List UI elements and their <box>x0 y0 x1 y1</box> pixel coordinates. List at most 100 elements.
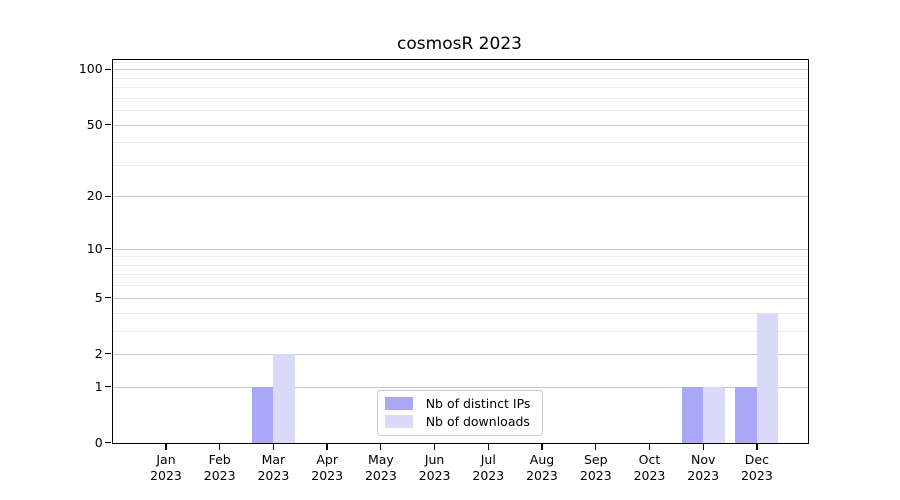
minor-gridline <box>112 77 808 79</box>
x-axis-tick-label: Jul 2023 <box>456 452 520 484</box>
x-tick-month: Jun <box>424 451 445 467</box>
legend-row: Nb of distinct IPs <box>384 395 534 411</box>
minor-gridline <box>112 164 808 166</box>
x-axis-tick <box>326 444 328 451</box>
y-axis-tick-label: 10 <box>86 240 103 256</box>
x-tick-year: 2023 <box>150 467 182 483</box>
chart-title: cosmosR 2023 <box>397 34 522 54</box>
bar-downloads-nov <box>703 386 725 443</box>
major-gridline <box>112 69 808 71</box>
y-axis-tick <box>105 248 112 250</box>
x-axis-tick <box>756 444 758 451</box>
y-axis-tick <box>105 124 112 126</box>
y-axis-tick-label: 0 <box>94 434 103 450</box>
minor-gridline <box>112 256 808 258</box>
x-tick-year: 2023 <box>364 467 397 483</box>
y-axis-tick-label: 20 <box>86 188 103 204</box>
bar-ips-dec <box>735 386 757 443</box>
x-axis-tick-label: Jan 2023 <box>134 452 198 484</box>
y-axis-tick-label: 50 <box>86 116 103 132</box>
x-axis-tick <box>272 444 275 451</box>
y-axis-tick-label: 1 <box>94 378 103 394</box>
x-tick-month: Apr <box>316 451 338 467</box>
x-axis-tick-label: Jun 2023 <box>403 452 467 484</box>
y-axis-tick <box>105 68 112 71</box>
x-tick-month: Jan <box>156 451 176 467</box>
x-tick-year: 2023 <box>687 467 720 483</box>
x-tick-month: Nov <box>690 451 716 467</box>
x-tick-month: Aug <box>529 451 555 467</box>
x-tick-year: 2023 <box>311 467 344 483</box>
y-axis-tick-label: 5 <box>94 289 103 305</box>
x-axis-tick-label: Feb 2023 <box>188 452 252 484</box>
minor-gridline <box>112 264 808 266</box>
x-axis-tick-label: Sep 2023 <box>564 452 628 484</box>
x-tick-year: 2023 <box>526 467 558 483</box>
x-axis-tick-label: Aug 2023 <box>510 452 574 484</box>
y-axis-tick <box>105 297 112 299</box>
x-tick-year: 2023 <box>633 467 666 483</box>
x-tick-month: Oct <box>638 451 661 467</box>
minor-gridline <box>112 97 808 99</box>
x-tick-month: Feb <box>208 451 231 467</box>
x-tick-month: Jul <box>480 451 496 467</box>
minor-gridline <box>112 110 808 112</box>
minor-gridline <box>112 61 808 63</box>
minor-gridline <box>112 285 808 287</box>
major-gridline <box>112 196 808 198</box>
bar-ips-nov <box>681 386 704 443</box>
minor-gridline <box>112 330 808 332</box>
x-axis-tick <box>487 444 489 451</box>
minor-gridline <box>112 87 808 89</box>
legend-label: Nb of downloads <box>425 413 530 429</box>
minor-gridline <box>112 142 808 144</box>
x-tick-month: May <box>367 451 394 467</box>
legend-swatch <box>384 415 413 429</box>
bar-downloads-mar <box>273 353 295 443</box>
x-tick-year: 2023 <box>472 467 505 483</box>
x-tick-year: 2023 <box>418 467 451 483</box>
x-axis-tick <box>702 444 704 451</box>
x-tick-year: 2023 <box>257 467 290 483</box>
x-axis-tick <box>165 444 167 451</box>
x-axis-tick-label: May 2023 <box>349 452 413 484</box>
x-axis-tick-label: Apr 2023 <box>295 452 359 484</box>
major-gridline <box>112 353 808 355</box>
bar-downloads-dec <box>756 312 779 443</box>
x-axis-tick <box>219 444 221 451</box>
y-axis-tick <box>105 195 112 198</box>
x-axis-tick <box>648 444 651 451</box>
x-axis-tick-label: Mar 2023 <box>241 452 305 484</box>
major-gridline <box>112 124 808 126</box>
x-tick-year: 2023 <box>579 467 612 483</box>
legend-swatch <box>384 397 413 411</box>
bar-ips-mar <box>251 386 274 443</box>
major-gridline <box>112 248 808 250</box>
x-axis-tick-label: Oct 2023 <box>617 452 681 484</box>
x-tick-month: Sep <box>584 451 608 467</box>
minor-gridline <box>112 312 808 314</box>
x-tick-month: Mar <box>261 451 286 467</box>
x-axis-tick <box>433 444 436 451</box>
y-axis-tick-label: 2 <box>94 345 103 361</box>
legend-label: Nb of distinct IPs <box>425 395 531 411</box>
plot-area: 0 1 2 5 10 20 50 100 Jan 2023 Feb 2023 Mar 2023 Apr 202… <box>79 58 809 483</box>
x-tick-month: Dec <box>744 451 769 467</box>
y-axis-tick <box>105 385 112 388</box>
y-axis-tick <box>105 442 112 444</box>
legend-row: Nb of downloads <box>384 413 534 429</box>
x-tick-year: 2023 <box>740 467 773 483</box>
minor-gridline <box>112 274 808 276</box>
x-axis-tick <box>595 444 597 451</box>
legend: Nb of distinct IPs Nb of downloads <box>376 389 543 436</box>
major-gridline <box>112 297 808 299</box>
x-tick-year: 2023 <box>203 467 236 483</box>
x-axis-tick-label: Dec 2023 <box>725 452 789 484</box>
x-axis-tick <box>541 444 543 451</box>
y-axis-tick-label: 100 <box>78 61 103 77</box>
major-gridline <box>112 386 808 388</box>
y-axis-tick <box>105 353 112 355</box>
x-axis-tick <box>380 444 382 451</box>
x-axis-tick-label: Nov 2023 <box>671 452 735 484</box>
